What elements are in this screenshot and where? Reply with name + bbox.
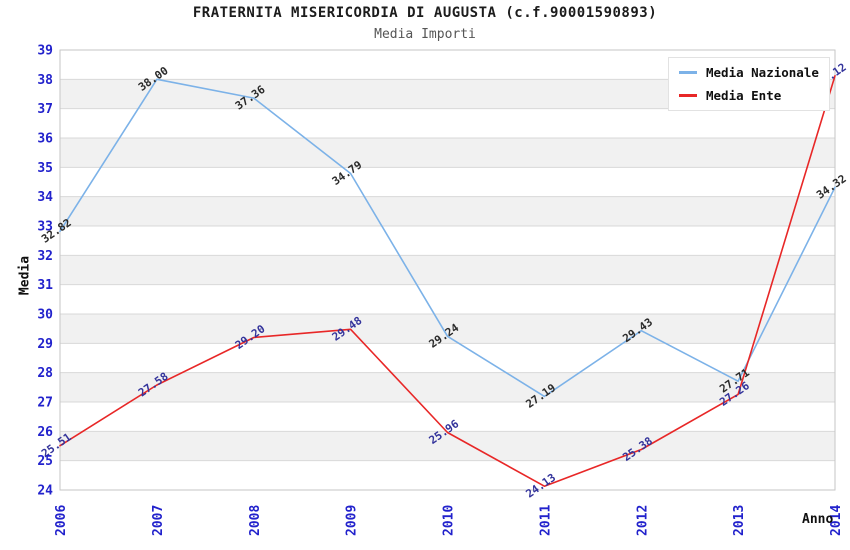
y-tick-label: 33: [37, 220, 53, 235]
plot-band: [60, 196, 835, 226]
plot-band: [60, 431, 835, 461]
legend: Media Nazionale Media Ente: [668, 57, 830, 111]
x-axis-title: Anno: [802, 512, 834, 527]
y-tick-label: 39: [37, 44, 53, 59]
x-tick-label: 2006: [54, 505, 69, 536]
y-tick-label: 36: [37, 132, 53, 147]
x-tick-label: 2013: [732, 505, 747, 536]
media-ente-swatch-icon: [679, 94, 697, 97]
y-tick-label: 34: [37, 190, 53, 205]
legend-item-media-ente: Media Ente: [679, 88, 819, 103]
y-tick-label: 30: [37, 308, 53, 323]
x-tick-label: 2007: [151, 505, 166, 536]
media-nazionale-line: [59, 78, 836, 398]
legend-item-media-nazionale: Media Nazionale: [679, 65, 819, 80]
plot-band: [60, 372, 835, 402]
legend-label: Media Nazionale: [706, 65, 819, 80]
y-axis-title: Media: [17, 255, 33, 296]
y-tick-label: 27: [37, 396, 53, 411]
y-tick-label: 26: [37, 425, 53, 440]
y-tick-label: 35: [37, 161, 53, 176]
y-tick-label: 31: [37, 278, 53, 293]
legend-label: Media Ente: [706, 88, 782, 103]
x-tick-label: 2010: [442, 505, 457, 536]
x-tick-label: 2012: [635, 505, 650, 536]
chart-subtitle: Media Importi: [374, 27, 476, 42]
plot-border: [59, 49, 836, 491]
data-label: 24.13: [524, 471, 559, 501]
x-tick-label: 2014: [829, 505, 844, 536]
chart-title: FRATERNITA MISERICORDIA DI AUGUSTA (c.f.…: [192, 5, 658, 21]
y-tick-label: 32: [37, 249, 53, 264]
y-tick-label: 37: [37, 102, 53, 117]
plot-band: [60, 255, 835, 285]
plot-band: [60, 138, 835, 168]
x-tick-label: 2008: [248, 505, 263, 536]
y-tick-label: 25: [37, 454, 53, 469]
x-tick-label: 2009: [345, 505, 360, 536]
media-nazionale-swatch-icon: [679, 71, 697, 74]
plot-band: [60, 314, 835, 344]
y-tick-label: 24: [37, 484, 53, 499]
x-tick-label: 2011: [538, 505, 553, 536]
y-tick-label: 38: [37, 73, 53, 88]
y-tick-label: 28: [37, 366, 53, 381]
media-ente-line: [59, 75, 836, 488]
y-tick-label: 29: [37, 337, 53, 352]
